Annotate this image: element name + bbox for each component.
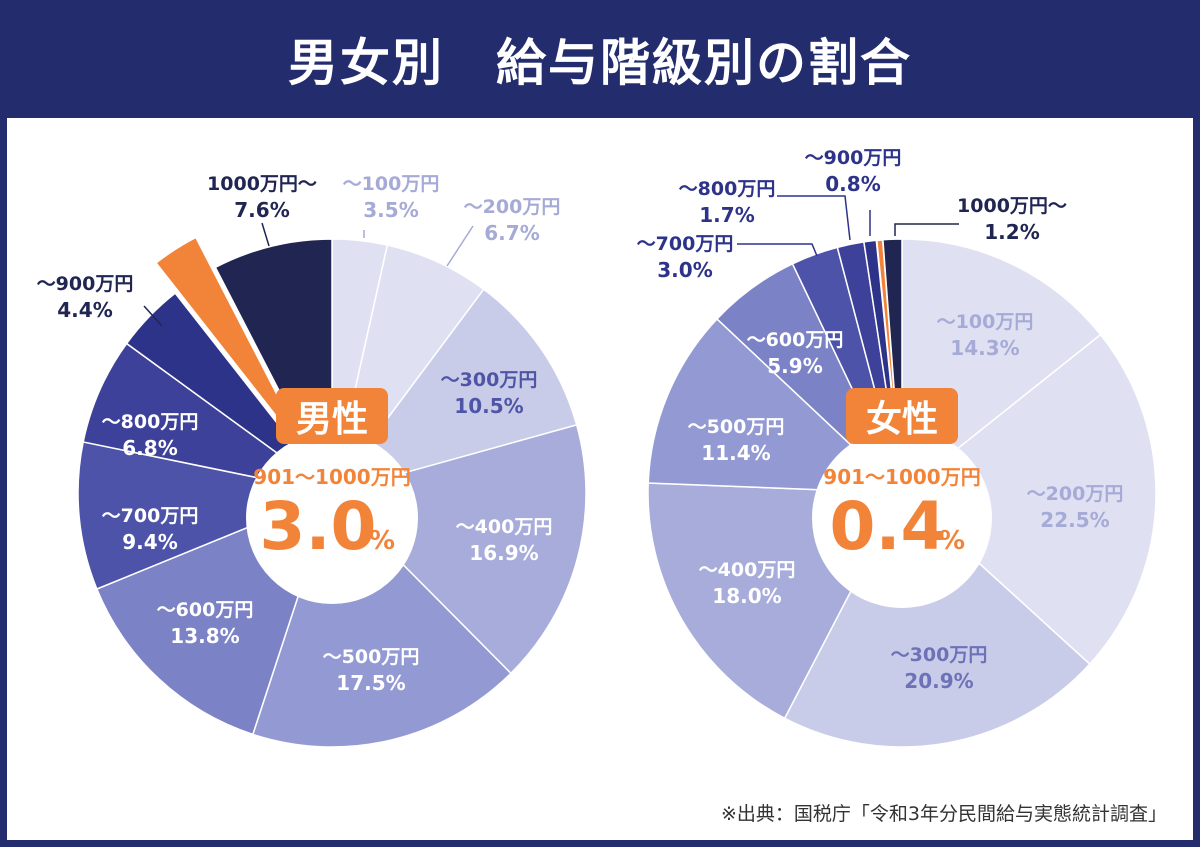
center-hole [812,428,992,608]
slice-label: 〜300万円 [891,644,988,666]
leader-line [446,225,474,267]
slice-label: 〜700万円 [102,505,199,527]
highlight-caption: 901〜1000万円 [253,465,410,489]
slice-label: 〜400万円 [699,559,796,581]
pie-slice-female-4 [647,317,904,494]
pie-slice-male-2 [330,288,578,495]
slice-value: 18.0% [712,584,781,608]
leader-line [143,305,163,327]
slice-value: 6.8% [122,436,177,460]
slice-label: 〜100万円 [343,173,440,195]
leader-line [261,222,270,247]
slice-value: 7.6% [234,198,289,222]
slice-value: 6.7% [484,221,539,245]
highlight-value: 3.0 [260,488,377,565]
page-title: 男女別 給与階級別の割合 [288,34,912,92]
leader-line [894,223,959,236]
slice-value: 22.5% [1040,508,1109,532]
slice-value: 3.0% [657,258,712,282]
slice-label: 〜900万円 [805,147,902,169]
gender-badge [276,388,388,444]
header-bar: 男女別 給与階級別の割合 [0,0,1200,118]
slice-label: 〜100万円 [937,311,1034,333]
slice-label: 1000万円〜 [207,173,317,195]
highlight-caption: 901〜1000万円 [823,465,980,489]
gender-badge [846,388,958,444]
slice-value: 9.4% [122,530,177,554]
slice-value: 1.7% [699,203,754,227]
leader-line [737,243,818,257]
pie-slice-male-7 [82,342,333,494]
highlight-value: 0.4 [830,488,947,565]
slice-value: 4.4% [57,298,112,322]
slice-value: 14.3% [950,336,1019,360]
slice-label: 〜800万円 [102,411,199,433]
source-note: ※出典：国税庁「令和3年分民間給与実態統計調査」 [720,803,1167,825]
pie-charts: 〜100万円 3.5% 〜200万円 6.7% 〜300万円 10.5% 〜400万円 16.… [37,147,1157,748]
pie-slice-male-6 [77,441,335,590]
slice-value: 11.4% [701,441,770,465]
slice-value: 1.2% [984,220,1039,244]
slice-label: 〜900万円 [37,273,134,295]
slice-label: 〜400万円 [456,516,553,538]
slice-value: 0.8% [825,172,880,196]
slice-label: 〜800万円 [679,178,776,200]
slice-label: 〜200万円 [1027,483,1124,505]
pie-slice-female-2 [783,491,1091,748]
slice-label: 〜500万円 [323,646,420,668]
slice-label: 〜700万円 [637,233,734,255]
slice-value: 16.9% [469,541,538,565]
pie-slice-male-9 [154,235,314,464]
slice-label: 〜300万円 [441,369,538,391]
gender-label: 男性 [296,399,368,440]
gender-label: 女性 [866,399,938,440]
pie-slice-female-1 [900,333,1157,666]
slice-label: 〜200万円 [464,196,561,218]
leader-line [777,195,851,241]
slice-value: 20.9% [904,669,973,693]
highlight-unit: % [369,526,395,556]
slice-label: 〜600万円 [747,329,844,351]
highlight-unit: % [939,526,965,556]
slice-value: 3.5% [363,198,418,222]
slice-value: 5.9% [767,354,822,378]
slice-value: 10.5% [454,394,523,418]
slice-label: 〜600万円 [157,599,254,621]
slice-label: 1000万円〜 [957,195,1067,217]
slice-value: 17.5% [336,671,405,695]
slice-label: 〜500万円 [688,416,785,438]
center-hole [246,432,418,604]
chart-panel: 〜100万円 3.5% 〜200万円 6.7% 〜300万円 10.5% 〜400万円 16.… [7,118,1193,840]
slice-value: 13.8% [170,624,239,648]
